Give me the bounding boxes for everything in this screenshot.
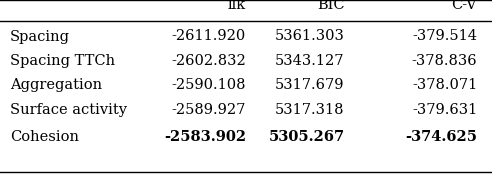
Text: 5317.318: 5317.318 bbox=[275, 103, 344, 117]
Text: Spacing TTCh: Spacing TTCh bbox=[10, 54, 115, 68]
Text: 5305.267: 5305.267 bbox=[268, 130, 344, 144]
Text: Spacing: Spacing bbox=[10, 30, 70, 44]
Text: -2602.832: -2602.832 bbox=[171, 54, 246, 68]
Text: -379.631: -379.631 bbox=[412, 103, 477, 117]
Text: Surface activity: Surface activity bbox=[10, 103, 127, 117]
Text: BIC: BIC bbox=[317, 0, 344, 12]
Text: 5343.127: 5343.127 bbox=[275, 54, 344, 68]
Text: -374.625: -374.625 bbox=[405, 130, 477, 144]
Text: -2589.927: -2589.927 bbox=[172, 103, 246, 117]
Text: C-V: C-V bbox=[452, 0, 477, 12]
Text: Cohesion: Cohesion bbox=[10, 130, 79, 144]
Text: llk: llk bbox=[228, 0, 246, 12]
Text: -2611.920: -2611.920 bbox=[172, 30, 246, 44]
Text: -379.514: -379.514 bbox=[412, 30, 477, 44]
Text: 5361.303: 5361.303 bbox=[275, 30, 344, 44]
Text: -378.071: -378.071 bbox=[412, 78, 477, 92]
Text: Aggregation: Aggregation bbox=[10, 78, 102, 92]
Text: 5317.679: 5317.679 bbox=[275, 78, 344, 92]
Text: -2583.902: -2583.902 bbox=[164, 130, 246, 144]
Text: -378.836: -378.836 bbox=[412, 54, 477, 68]
Text: -2590.108: -2590.108 bbox=[172, 78, 246, 92]
